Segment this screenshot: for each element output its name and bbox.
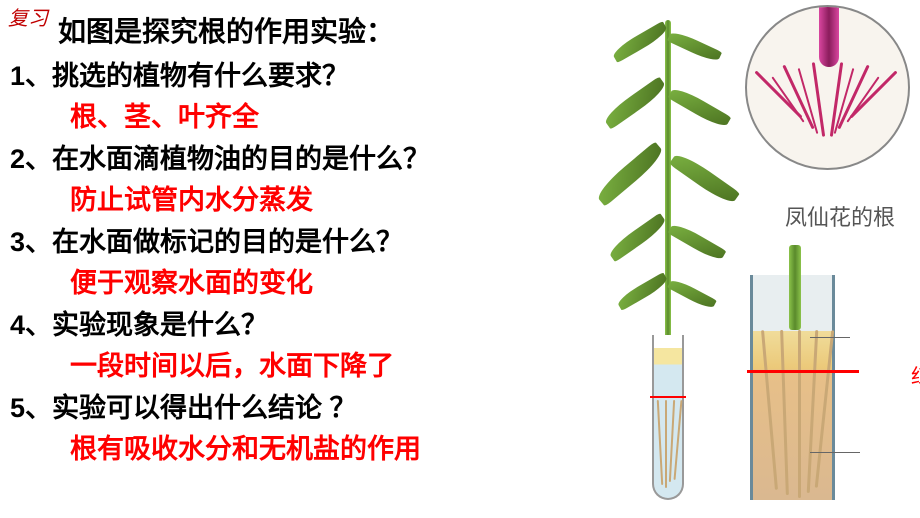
qa-item: 3、在水面做标记的目的是什么？ 便于观察水面的变化: [10, 222, 555, 303]
answer-text: 一段时间以后，水面下降了: [70, 347, 555, 386]
root-fiber-icon: [849, 70, 897, 118]
content-column: 如图是探究根的作用实验： 1、挑选的植物有什么要求？ 根、茎、叶齐全 2、在水面…: [0, 10, 555, 471]
tube-root-icon: [780, 330, 789, 495]
label-leader-line: [810, 452, 860, 453]
leaf-icon: [668, 221, 727, 263]
leaf-icon: [607, 213, 669, 263]
tube-root-icon: [761, 330, 778, 490]
water-mark-line: [650, 396, 686, 398]
question-text: 1、挑选的植物有什么要求？: [10, 56, 555, 98]
label-leader-line: [835, 372, 850, 373]
leaf-icon: [615, 272, 669, 311]
redline-label: 红线: [911, 360, 920, 389]
answer-text: 根有吸收水分和无机盐的作用: [70, 430, 555, 469]
root-caption: 凤仙花的根: [785, 200, 895, 232]
question-text: 5、实验可以得出什么结论 ？: [10, 388, 555, 430]
question-text: 3、在水面做标记的目的是什么？: [10, 222, 555, 264]
leaf-icon: [667, 277, 717, 311]
tube-body: [750, 275, 835, 500]
leaf-icon: [611, 21, 670, 63]
question-text: 2、在水面滴植物油的目的是什么？: [10, 139, 555, 181]
qa-item: 5、实验可以得出什么结论 ？ 根有吸收水分和无机盐的作用: [10, 388, 555, 469]
tube-root-icon: [815, 330, 834, 487]
leaf-icon: [594, 141, 667, 206]
tube-detail-inset: 油 红线 水: [750, 275, 895, 500]
qa-item: 1、挑选的植物有什么要求？ 根、茎、叶齐全: [10, 56, 555, 137]
page-title: 如图是探究根的作用实验：: [58, 10, 555, 50]
label-leader-line: [810, 337, 850, 338]
tube-plant-stem: [789, 245, 801, 330]
leaf-icon: [602, 76, 669, 129]
leaf-icon: [669, 150, 740, 207]
qa-item: 4、实验现象是什么？ 一段时间以后，水面下降了: [10, 305, 555, 386]
qa-item: 2、在水面滴植物油的目的是什么？ 防止试管内水分蒸发: [10, 139, 555, 220]
answer-text: 便于观察水面的变化: [70, 264, 555, 303]
illustration-area: 凤仙花的根 油 红线 水: [555, 0, 920, 518]
answer-text: 防止试管内水分蒸发: [70, 181, 555, 220]
answer-text: 根、茎、叶齐全: [70, 98, 555, 137]
roots-in-tube: [655, 400, 681, 490]
root-stem: [819, 5, 839, 67]
leaf-icon: [668, 85, 732, 130]
leaf-icon: [667, 29, 722, 64]
root-detail-inset: [745, 5, 910, 170]
tube-root-icon: [798, 330, 801, 498]
question-text: 4、实验现象是什么？: [10, 305, 555, 347]
